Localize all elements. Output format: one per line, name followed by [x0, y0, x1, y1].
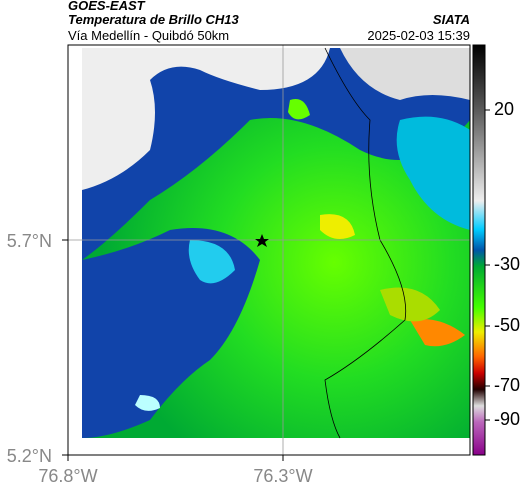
colorbar [472, 44, 486, 456]
y-tick-label: 5.7°N [7, 231, 52, 251]
colorbar-tick-label: -90 [494, 409, 520, 429]
datetime: 2025-02-03 15:39 [367, 28, 470, 43]
map-frame [67, 44, 471, 456]
y-tick-label: 5.2°N [7, 446, 52, 466]
colorbar-tick-label: -30 [494, 254, 520, 274]
title: Temperatura de Brillo CH13 [68, 12, 240, 27]
subtitle: Vía Medellín - Quibdó 50km [68, 28, 229, 43]
x-tick-label: 76.8°W [38, 466, 97, 486]
satellite-image [68, 45, 470, 455]
header: GOES-EAST Temperatura de Brillo CH13 Vía… [68, 0, 470, 43]
colorbar-tick-label: -70 [494, 375, 520, 395]
credit: SIATA [433, 12, 470, 27]
x-tick-label: 76.3°W [253, 466, 312, 486]
source: GOES-EAST [68, 0, 146, 13]
ticks: 76.8°W 76.3°W 5.7°N 5.2°N 20 -30 -50 -70 -90 [7, 99, 520, 486]
colorbar-tick-label: 20 [494, 99, 514, 119]
colorbar-tick-label: -50 [494, 315, 520, 335]
